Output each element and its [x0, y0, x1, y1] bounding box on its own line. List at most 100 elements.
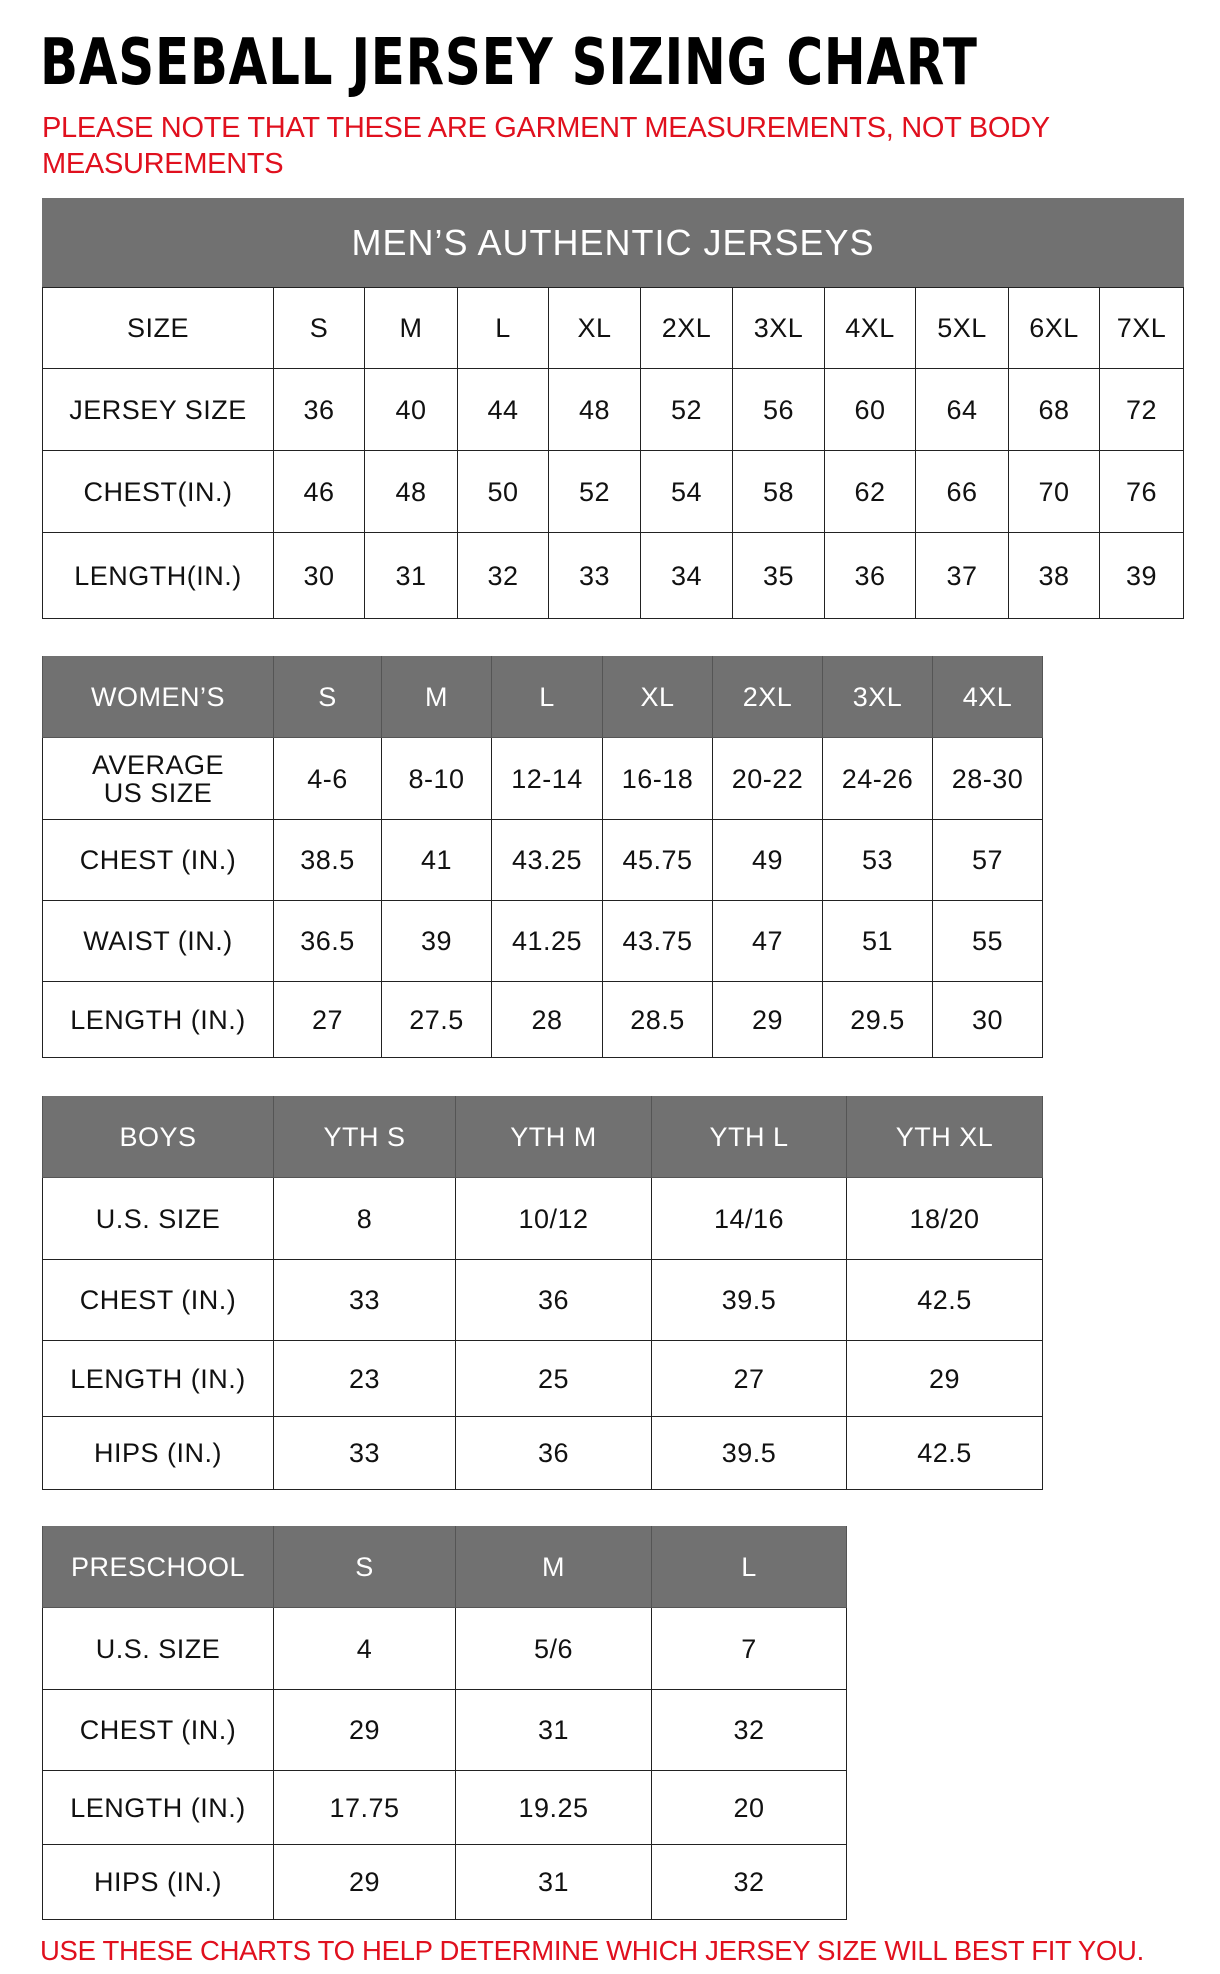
- table-cell: 23: [274, 1341, 456, 1417]
- table-header-label: WOMEN’S: [42, 656, 274, 738]
- row-label: CHEST (IN.): [42, 1690, 274, 1771]
- size-column-header: M: [382, 656, 492, 738]
- table-cell: 46: [274, 451, 365, 533]
- size-column-header: YTH L: [652, 1096, 847, 1178]
- table-cell: 55: [933, 901, 1043, 982]
- table-cell: 50: [458, 451, 549, 533]
- table-cell: 33: [274, 1260, 456, 1341]
- size-column-header: 7XL: [1100, 287, 1184, 369]
- table-cell: 25: [456, 1341, 652, 1417]
- table-cell: 29.5: [823, 982, 933, 1058]
- footer-note: USE THESE CHARTS TO HELP DETERMINE WHICH…: [40, 1935, 1144, 1966]
- row-label: LENGTH(IN.): [42, 533, 274, 619]
- size-column-header: YTH M: [456, 1096, 652, 1178]
- table-cell: 12-14: [492, 738, 603, 820]
- table-cell: 44: [458, 369, 549, 451]
- row-label: JERSEY SIZE: [42, 369, 274, 451]
- table-cell: 5/6: [456, 1608, 652, 1690]
- size-column-header: YTH XL: [847, 1096, 1043, 1178]
- table-cell: 43.25: [492, 820, 603, 901]
- table-cell: 54: [641, 451, 733, 533]
- table-cell: 43.75: [603, 901, 713, 982]
- table-cell: 32: [652, 1845, 847, 1920]
- table-cell: 68: [1009, 369, 1100, 451]
- table-cell: 20-22: [713, 738, 823, 820]
- page-title: BASEBALL JERSEY SIZING CHART: [40, 26, 978, 100]
- size-column-header: 5XL: [916, 287, 1009, 369]
- table-cell: 33: [549, 533, 641, 619]
- table-cell: 48: [549, 369, 641, 451]
- table-header-label: SIZE: [42, 287, 274, 369]
- table-cell: 76: [1100, 451, 1184, 533]
- table-cell: 53: [823, 820, 933, 901]
- table-cell: 35: [733, 533, 825, 619]
- table-cell: 38.5: [274, 820, 382, 901]
- table-cell: 36: [456, 1260, 652, 1341]
- table-cell: 34: [641, 533, 733, 619]
- size-column-header: XL: [549, 287, 641, 369]
- table-cell: 42.5: [847, 1260, 1043, 1341]
- size-column-header: 3XL: [733, 287, 825, 369]
- size-column-header: 2XL: [641, 287, 733, 369]
- table-cell: 37: [916, 533, 1009, 619]
- table-cell: 36.5: [274, 901, 382, 982]
- table-cell: 36: [456, 1417, 652, 1490]
- table-cell: 4-6: [274, 738, 382, 820]
- table-cell: 30: [274, 533, 365, 619]
- table-cell: 36: [825, 533, 916, 619]
- table-banner: MEN’S AUTHENTIC JERSEYS: [42, 198, 1184, 287]
- table-cell: 30: [933, 982, 1043, 1058]
- table-cell: 10/12: [456, 1178, 652, 1260]
- table-cell: 24-26: [823, 738, 933, 820]
- table-cell: 8-10: [382, 738, 492, 820]
- size-column-header: 2XL: [713, 656, 823, 738]
- table-cell: 70: [1009, 451, 1100, 533]
- size-column-header: S: [274, 1526, 456, 1608]
- table-cell: 29: [847, 1341, 1043, 1417]
- table-cell: 29: [274, 1845, 456, 1920]
- table-cell: 27.5: [382, 982, 492, 1058]
- table-cell: 8: [274, 1178, 456, 1260]
- table-cell: 41.25: [492, 901, 603, 982]
- table-cell: 31: [365, 533, 458, 619]
- size-column-header: M: [365, 287, 458, 369]
- size-column-header: L: [492, 656, 603, 738]
- table-cell: 60: [825, 369, 916, 451]
- table-header-label: PRESCHOOL: [42, 1526, 274, 1608]
- table-cell: 18/20: [847, 1178, 1043, 1260]
- table-cell: 52: [549, 451, 641, 533]
- table-cell: 36: [274, 369, 365, 451]
- table-cell: 39.5: [652, 1417, 847, 1490]
- table-cell: 58: [733, 451, 825, 533]
- table-cell: 28.5: [603, 982, 713, 1058]
- size-column-header: 4XL: [933, 656, 1043, 738]
- row-label: HIPS (IN.): [42, 1417, 274, 1490]
- table-cell: 29: [274, 1690, 456, 1771]
- table-cell: 48: [365, 451, 458, 533]
- table-cell: 52: [641, 369, 733, 451]
- table-cell: 19.25: [456, 1771, 652, 1845]
- table-cell: 17.75: [274, 1771, 456, 1845]
- row-label: CHEST(IN.): [42, 451, 274, 533]
- table-cell: 28: [492, 982, 603, 1058]
- table-cell: 45.75: [603, 820, 713, 901]
- table-cell: 66: [916, 451, 1009, 533]
- table-cell: 31: [456, 1845, 652, 1920]
- table-cell: 16-18: [603, 738, 713, 820]
- table-header-label: BOYS: [42, 1096, 274, 1178]
- table-cell: 32: [458, 533, 549, 619]
- table-cell: 28-30: [933, 738, 1043, 820]
- table-cell: 29: [713, 982, 823, 1058]
- table-cell: 38: [1009, 533, 1100, 619]
- table-cell: 27: [652, 1341, 847, 1417]
- row-label: U.S. SIZE: [42, 1178, 274, 1260]
- table-cell: 39.5: [652, 1260, 847, 1341]
- table-cell: 7: [652, 1608, 847, 1690]
- size-column-header: L: [652, 1526, 847, 1608]
- row-label: LENGTH (IN.): [42, 1771, 274, 1845]
- table-cell: 57: [933, 820, 1043, 901]
- row-label: AVERAGE US SIZE: [42, 738, 274, 820]
- size-column-header: 6XL: [1009, 287, 1100, 369]
- size-column-header: M: [456, 1526, 652, 1608]
- table-cell: 42.5: [847, 1417, 1043, 1490]
